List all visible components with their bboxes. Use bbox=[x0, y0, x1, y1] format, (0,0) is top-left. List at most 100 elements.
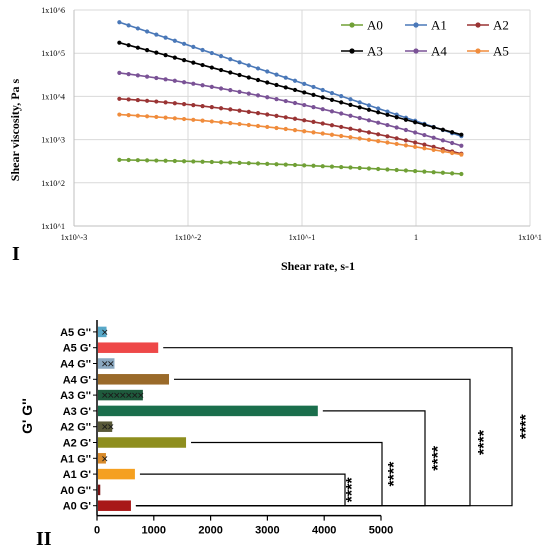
data-point bbox=[246, 63, 251, 68]
data-point bbox=[218, 54, 224, 59]
data-point bbox=[200, 103, 205, 109]
data-point bbox=[403, 117, 409, 122]
data-point bbox=[366, 166, 372, 171]
data-point bbox=[376, 132, 381, 137]
data-point bbox=[209, 50, 214, 56]
data-point bbox=[255, 111, 261, 116]
legend-label: A3 bbox=[367, 44, 383, 59]
data-point bbox=[311, 119, 316, 125]
data-point bbox=[394, 125, 399, 130]
data-point bbox=[394, 167, 399, 173]
legend-swatch-marker bbox=[413, 48, 419, 54]
data-point bbox=[320, 107, 325, 112]
data-point bbox=[339, 133, 344, 139]
data-point bbox=[348, 113, 353, 118]
data-point bbox=[283, 115, 288, 120]
data-point bbox=[431, 144, 436, 149]
x-tick-label: 1x10^-1 bbox=[289, 233, 315, 242]
data-point bbox=[422, 146, 427, 151]
significance-label: **** bbox=[518, 413, 535, 439]
category-label: A3 G' bbox=[63, 406, 92, 418]
data-point bbox=[385, 122, 390, 128]
data-point bbox=[348, 165, 353, 170]
data-point bbox=[255, 77, 261, 83]
data-point bbox=[283, 162, 288, 167]
significance-label: **** bbox=[476, 429, 493, 455]
data-point bbox=[413, 130, 418, 135]
data-point bbox=[274, 113, 279, 118]
legend-swatch-marker bbox=[413, 22, 419, 28]
series-line bbox=[119, 159, 462, 175]
data-point bbox=[376, 106, 381, 111]
data-point bbox=[255, 161, 261, 166]
legend: A0 A1 A2 A3 A4 A5 bbox=[341, 18, 509, 59]
data-point bbox=[292, 116, 298, 121]
data-point bbox=[366, 137, 372, 142]
data-point bbox=[154, 75, 159, 81]
data-point bbox=[163, 77, 168, 82]
series-line bbox=[119, 72, 462, 147]
data-point bbox=[302, 129, 307, 134]
x-tick-label: 3000 bbox=[255, 525, 279, 537]
data-point bbox=[302, 90, 307, 95]
data-point bbox=[228, 57, 233, 62]
category-labels: A5 G'' A5 G' A4 G'' A4 G' A3 G'' A3 G' A2 G'' A… bbox=[60, 327, 91, 513]
data-point bbox=[117, 96, 122, 101]
data-point bbox=[366, 118, 372, 123]
data-point bbox=[172, 38, 177, 43]
x-tick-label: 2000 bbox=[198, 525, 222, 537]
data-point bbox=[135, 158, 140, 163]
category-label: A4 G'' bbox=[60, 359, 91, 371]
bar bbox=[98, 326, 107, 338]
data-point bbox=[172, 116, 177, 121]
data-point bbox=[302, 163, 307, 168]
data-point bbox=[191, 60, 196, 65]
series-a3 bbox=[117, 40, 464, 137]
data-point bbox=[144, 48, 150, 53]
data-point bbox=[181, 58, 187, 63]
data-point bbox=[348, 102, 353, 107]
data-point bbox=[320, 164, 325, 169]
hatch-mark: ✕ bbox=[101, 422, 109, 432]
x-tick-label: 1x10^-2 bbox=[175, 233, 201, 242]
data-point bbox=[357, 165, 362, 171]
data-point bbox=[255, 93, 261, 98]
x-tick-label: 5000 bbox=[369, 525, 393, 537]
data-point bbox=[329, 109, 335, 114]
x-tick-label: 4000 bbox=[312, 525, 336, 537]
data-point bbox=[431, 170, 436, 175]
bar bbox=[98, 405, 318, 417]
y-tick-label: 1x10^5 bbox=[41, 49, 65, 58]
data-point bbox=[172, 158, 177, 164]
data-point bbox=[172, 55, 177, 60]
data-point bbox=[209, 65, 214, 70]
hatch-mark: ✕ bbox=[107, 422, 115, 432]
data-point bbox=[126, 113, 131, 118]
data-point bbox=[440, 138, 445, 143]
data-point bbox=[403, 138, 409, 143]
data-point bbox=[163, 115, 168, 120]
data-point bbox=[385, 112, 390, 117]
hatch-mark: ✕ bbox=[113, 391, 121, 401]
data-point bbox=[413, 168, 418, 174]
data-point bbox=[339, 124, 344, 130]
data-point bbox=[413, 120, 418, 125]
legend-label: A1 bbox=[431, 18, 447, 33]
data-point bbox=[181, 41, 187, 46]
legend-label: A4 bbox=[431, 44, 447, 59]
data-point bbox=[237, 160, 242, 165]
data-point bbox=[320, 87, 325, 93]
data-point bbox=[117, 20, 122, 25]
legend-label: A2 bbox=[493, 18, 509, 33]
data-point bbox=[413, 144, 418, 149]
data-point bbox=[126, 97, 131, 102]
legend-swatch-marker bbox=[349, 22, 355, 28]
y-axis-title: G' G'' bbox=[19, 398, 35, 434]
y-tick-label: 1x10^2 bbox=[41, 179, 65, 188]
data-point bbox=[200, 62, 205, 68]
category-label: A0 G' bbox=[63, 501, 92, 513]
data-point bbox=[154, 99, 159, 104]
bar bbox=[98, 358, 115, 369]
x-tick-label: 1000 bbox=[142, 525, 166, 537]
data-point bbox=[394, 115, 399, 120]
